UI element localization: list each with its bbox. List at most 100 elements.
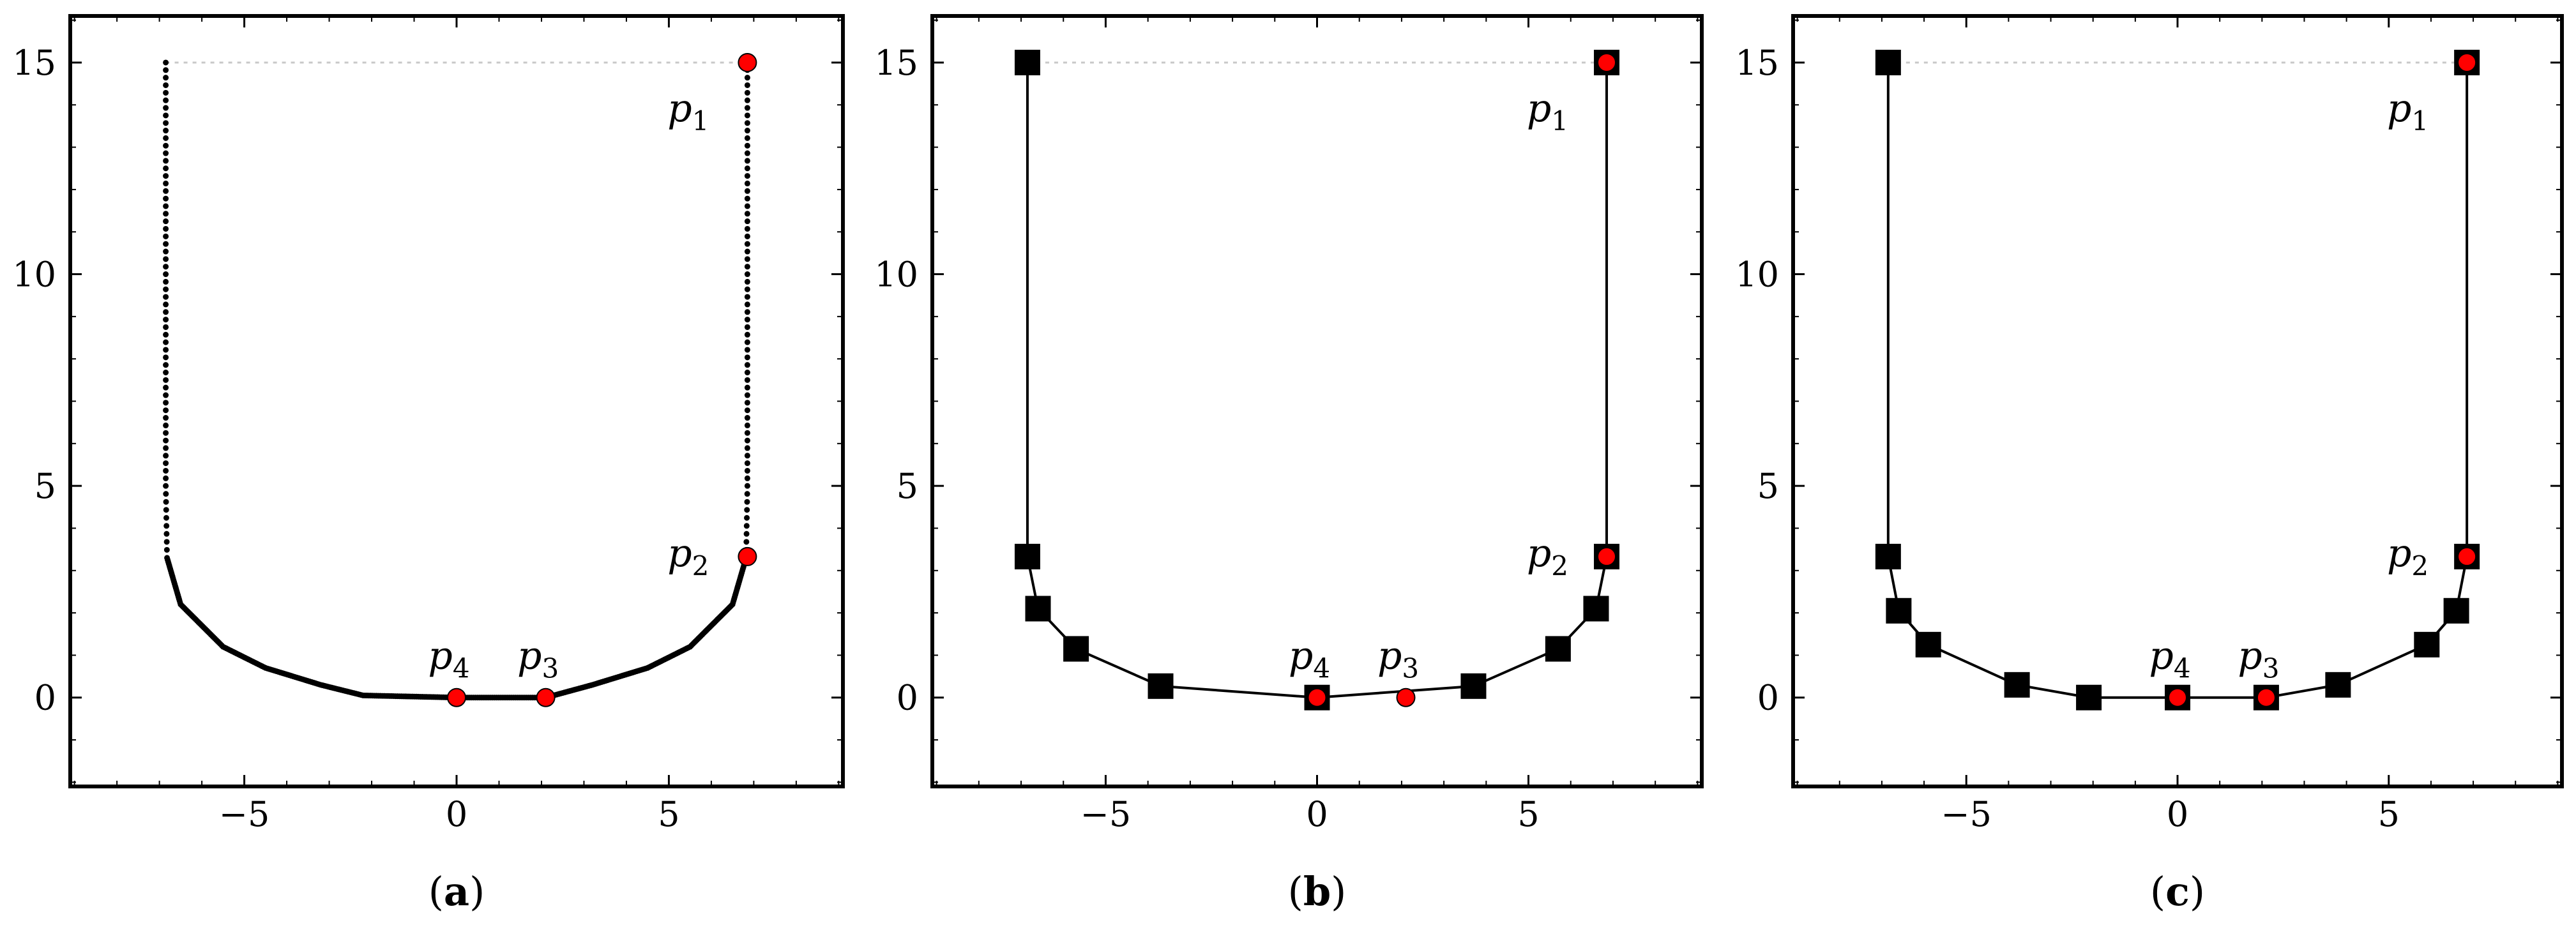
curve-point [744,112,750,119]
curve-point [163,523,170,529]
curve-point [744,97,750,103]
curve-point [744,135,750,141]
curve-point [163,339,169,345]
curve-point [744,241,750,247]
square-marker [2325,672,2351,698]
square-marker [1875,49,1901,75]
curve-point [744,339,750,345]
curve-point [163,105,169,111]
highlight-point-p2 [738,546,757,566]
highlight-point-p4 [447,688,466,707]
curve-point [744,203,750,209]
square-marker [1545,636,1571,662]
curve-point [163,286,169,292]
point-label-p1: p1 [2387,86,2428,137]
curve-point [163,530,170,537]
curve-point [163,188,169,194]
curve-point [744,430,750,436]
curve-point [163,248,169,255]
curve-point [744,218,750,225]
curve-point [163,467,169,474]
curve-point [163,165,169,172]
curve-point [163,369,169,375]
curve-point [163,460,169,467]
curve-point [744,105,750,111]
y-tick-label: 5 [34,466,56,506]
highlight-point-p3 [2256,688,2276,707]
curve-point [163,173,169,179]
y-tick-label: 5 [1757,466,1779,506]
curve-point [163,430,169,436]
curve-point [163,309,169,315]
polyline-series [1026,62,1609,699]
curve-point [744,256,750,262]
x-tick-label: −5 [219,794,270,834]
polyline-series [1886,62,2469,699]
curve-point [163,422,169,428]
curve-point [163,317,169,323]
chart-panel-b: −5 0 5 0 5 10 15 p1 p2 p3 p4 (b) [874,14,1704,915]
curve-point [163,392,169,398]
curve-point [744,248,750,255]
x-tick-label: 0 [2167,794,2188,834]
square-marker [2076,684,2102,710]
curve-point [163,407,169,414]
panel-caption: (c) [2150,868,2205,915]
curve-point [163,507,169,513]
curve-point [163,264,169,270]
chart-panel-a: −5 0 5 0 5 10 15 p1 p2 p3 p4 (a) [12,14,845,915]
curve-point [163,415,169,421]
y-tick-label: 10 [12,255,56,295]
curve-point [744,233,750,239]
panel-caption: (b) [1288,868,1347,915]
curve-point [744,120,750,126]
curve-point [163,120,169,126]
curve-point [744,180,750,186]
curve-point [163,135,169,141]
curve-point [744,225,750,232]
y-tick-label: 10 [874,255,918,295]
curve-point [744,392,750,398]
curve-point [744,165,750,172]
curve-dots [163,59,750,701]
highlight-point-p3 [1396,688,1416,707]
curve-point [744,347,750,353]
curve-point [744,89,750,96]
curve-point [163,445,169,451]
highlight-point-p2 [2457,546,2477,566]
curve-point [163,89,169,96]
point-label-p4: p4 [1289,634,1330,684]
curve-point [163,499,169,505]
highlight-point-p2 [1597,546,1617,566]
curve-point [163,475,169,481]
curve-point [744,437,750,444]
curve-point [743,530,750,537]
curve-point [163,546,170,553]
curve-point [744,453,750,459]
curve-point [163,59,169,66]
curve-point [163,180,169,186]
curve-point [744,142,750,149]
curve-point [743,539,750,545]
curve-point [744,445,750,451]
point-label-p1: p1 [1527,86,1568,137]
curve-point [744,75,750,81]
square-marker [2443,598,2469,624]
y-tick-label: 0 [34,678,56,718]
curve-point [744,211,750,217]
x-tick-label: 5 [1517,794,1539,834]
curve-point [163,195,169,202]
point-label-p2: p2 [2387,531,2428,582]
point-label-p2: p2 [1527,531,1568,582]
curve-point [163,218,169,225]
point-label-p3: p3 [1377,634,1419,684]
curve-point [744,491,750,497]
curve-point [744,422,750,428]
curve-point [744,407,750,414]
curve-point [163,437,169,444]
curve-point [744,150,750,156]
highlight-point-p3 [536,688,556,707]
square-marker [1148,673,1174,699]
curve-point [163,211,169,217]
